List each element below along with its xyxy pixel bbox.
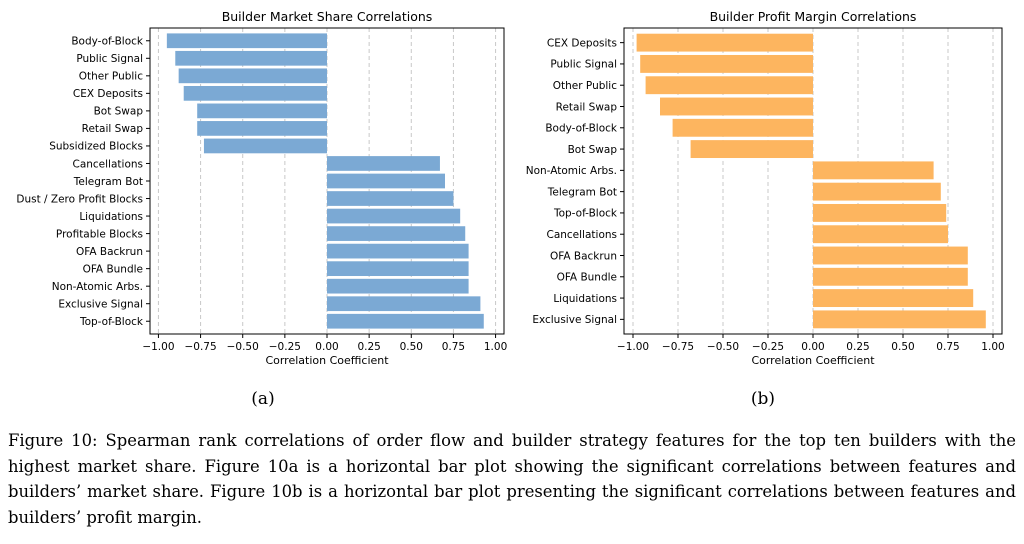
bar-share-subsidized-blocks [203,138,327,154]
figure-caption: Figure 10: Spearman rank correlations of… [8,431,1016,527]
category-label: Liquidations [553,293,617,305]
chart-title: Builder Market Share Correlations [222,9,433,24]
category-label: Dust / Zero Profit Blocks [16,193,143,205]
bar-share-dust-zero-profit-blocks [327,191,454,206]
bar-margin-telegram-bot [813,182,941,201]
bar-share-cancellations [327,156,440,171]
category-label: Body-of-Block [545,123,618,135]
x-tick-label: −1.00 [617,341,649,353]
category-label: Cancellations [72,158,143,170]
category-label: CEX Deposits [73,88,143,100]
bar-share-retail-swap [197,121,327,136]
subfigure-label: (a) [251,389,274,409]
x-tick-label: −0.25 [269,341,301,353]
bar-share-telegram-bot [327,173,445,189]
category-label: Public Signal [550,59,617,71]
x-tick-label: 0.25 [357,341,380,353]
x-tick-label: −0.50 [227,341,259,353]
category-label: Public Signal [76,53,143,65]
bar-margin-exclusive-signal [813,310,986,329]
x-tick-label: 0.50 [891,341,914,353]
category-label: OFA Backrun [550,250,617,262]
bar-share-top-of-block [327,313,484,329]
bar-share-public-signal [175,50,327,66]
x-tick-label: −1.00 [142,341,174,353]
x-tick-label: 0.50 [400,341,423,353]
bar-share-ofa-bundle [327,261,469,277]
category-label: Telegram Bot [73,176,143,188]
x-axis-label: Correlation Coefficient [265,354,389,367]
bar-margin-ofa-bundle [813,267,968,286]
category-label: Retail Swap [556,101,618,113]
bar-share-profitable-blocks [327,226,466,241]
bar-share-exclusive-signal [327,296,481,312]
x-tick-label: −0.50 [707,341,739,353]
category-label: Top-of-Block [553,208,618,220]
bar-margin-top-of-block [813,203,947,222]
bar-margin-cex-deposits [636,33,813,52]
category-label: Profitable Blocks [56,228,143,240]
x-axis-label: Correlation Coefficient [751,354,875,367]
subfigure-label: (b) [751,389,775,409]
category-label: Non-Atomic Arbs. [526,165,617,177]
x-tick-label: 0.00 [801,341,824,353]
bar-margin-cancellations [813,225,948,244]
category-label: Liquidations [79,211,143,223]
category-label: Exclusive Signal [58,299,143,311]
bar-margin-bot-swap [690,140,813,159]
chart-title: Builder Profit Margin Correlations [710,9,917,24]
x-tick-label: 1.00 [981,341,1004,353]
category-label: Exclusive Signal [532,314,617,326]
category-label: Top-of-Block [79,316,144,328]
x-tick-label: −0.75 [184,341,216,353]
bar-margin-retail-swap [660,97,813,116]
bar-share-bot-swap [197,103,327,119]
category-label: OFA Bundle [557,272,617,284]
category-label: Other Public [553,80,617,92]
x-tick-label: −0.25 [752,341,784,353]
x-tick-label: 0.25 [846,341,869,353]
bar-margin-public-signal [640,54,813,73]
bar-share-ofa-backrun [327,243,469,259]
bar-margin-ofa-backrun [813,246,968,265]
category-label: Bot Swap [568,144,618,156]
category-label: Other Public [79,71,143,83]
category-label: OFA Bundle [83,263,143,275]
bar-share-body-of-block [166,33,327,49]
x-tick-label: 0.00 [315,341,338,353]
bar-margin-liquidations [813,289,974,308]
profit-margin-chart: CEX Deposits Public Signal Other Public Ret… [526,9,1005,409]
category-label: Body-of-Block [71,36,144,48]
bar-share-cex-deposits [183,85,327,101]
category-label: Bot Swap [94,106,144,118]
x-tick-label: 0.75 [936,341,959,353]
bar-share-non-atomic-arbs [327,278,469,294]
x-tick-label: 1.00 [484,341,507,353]
bar-margin-body-of-block [672,118,813,137]
category-label: Non-Atomic Arbs. [52,281,143,293]
bar-margin-other-public [645,76,813,95]
bar-share-other-public [178,68,327,84]
bar-share-liquidations [327,208,461,224]
category-label: Subsidized Blocks [49,141,143,153]
x-tick-label: −0.75 [662,341,694,353]
category-label: CEX Deposits [547,37,617,49]
market-share-chart: Body-of-Block Public Signal Other Public CE… [16,9,507,409]
category-label: Cancellations [546,229,617,241]
bar-margin-non-atomic-arbs [813,161,934,180]
category-label: OFA Backrun [76,246,143,258]
category-label: Telegram Bot [547,186,617,198]
x-tick-label: 0.75 [442,341,465,353]
category-label: Retail Swap [82,123,144,135]
